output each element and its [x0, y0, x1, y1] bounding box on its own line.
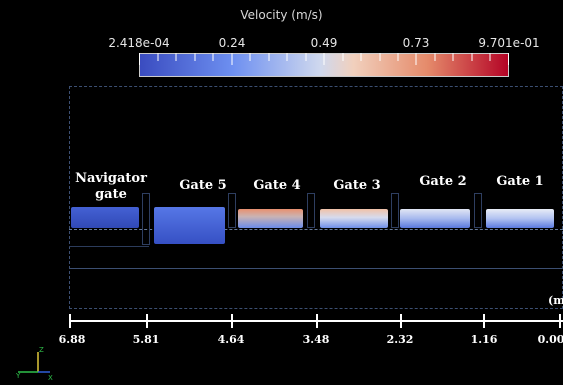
scale-unit: (m	[548, 294, 563, 307]
channel-line	[69, 246, 149, 247]
wall-4	[391, 193, 399, 228]
scale-label: 3.48	[303, 333, 330, 346]
scale-label: 2.32	[387, 333, 414, 346]
gate5-pool	[154, 207, 225, 244]
gate1-label: Gate 1	[489, 174, 551, 190]
gate3-label: Gate 3	[326, 178, 388, 194]
colorbar-tick-2: 0.49	[311, 36, 338, 50]
scale-label: 1.16	[471, 333, 498, 346]
scale-tick	[69, 314, 71, 328]
axis-x-label: X	[48, 374, 53, 382]
scale-tick	[231, 314, 233, 328]
scale-label: 4.64	[218, 333, 245, 346]
axis-z-label: Z	[39, 346, 44, 354]
colorbar-tick-min: 2.418e-04	[108, 36, 169, 50]
gate2-pool	[400, 209, 470, 228]
wall-3	[307, 193, 315, 228]
gate5-label: Gate 5	[170, 178, 236, 194]
scale-label: 0.00	[538, 333, 563, 346]
scale-label: 6.88	[59, 333, 86, 346]
wall-5	[474, 193, 482, 228]
orientation-axes-icon: Z Y X	[8, 342, 58, 382]
gate2-label: Gate 2	[412, 174, 474, 190]
scale-tick	[559, 314, 561, 328]
colorbar-tick-1: 0.24	[219, 36, 246, 50]
scale-tick	[400, 314, 402, 328]
floor-line	[69, 268, 563, 269]
navigator-gate-label: Navigator gate	[72, 171, 150, 203]
gate3-pool	[320, 209, 388, 228]
axis-y-label: Y	[15, 372, 21, 380]
scale-tick	[316, 314, 318, 328]
gate4-pool	[238, 209, 303, 228]
gate1-pool	[486, 209, 554, 228]
colorbar-title: Velocity (m/s)	[0, 8, 563, 22]
wall-2	[228, 193, 236, 228]
colorbar-tick-3: 0.73	[403, 36, 430, 50]
scale-tick	[483, 314, 485, 328]
scale-label: 5.81	[133, 333, 160, 346]
colorbar-tick-max: 9.701e-01	[478, 36, 539, 50]
navigator-gate-pool	[71, 207, 139, 228]
scale-tick	[146, 314, 148, 328]
gate4-label: Gate 4	[246, 178, 308, 194]
colorbar-tick-marks	[139, 53, 509, 65]
